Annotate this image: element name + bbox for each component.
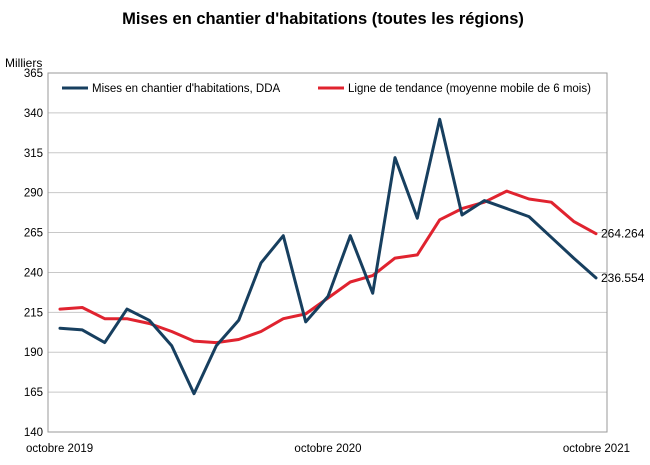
series-line-moving-average (58, 189, 598, 345)
y-tick-label: 290 (24, 188, 43, 200)
y-tick-label: 190 (24, 347, 43, 359)
y-tick-label: 365 (24, 68, 43, 80)
y-tick-label: 215 (24, 307, 43, 319)
x-tick-label: octobre 2021 (563, 443, 630, 455)
series-line-housing-starts (58, 117, 598, 396)
end-value-label: 236.554 (601, 271, 645, 285)
plot-frame (47, 72, 608, 433)
legend: Mises en chantier d'habitations, DDA Lign… (62, 83, 591, 95)
y-tick-label: 340 (24, 108, 43, 120)
gridlines (48, 72, 607, 433)
chart-title: Mises en chantier d'habitations (toutes … (122, 10, 524, 28)
legend-label: Mises en chantier d'habitations, DDA (92, 83, 281, 95)
x-tick-label: octobre 2019 (26, 443, 93, 455)
x-tick-label: octobre 2020 (294, 443, 361, 455)
y-tick-label: 240 (24, 267, 43, 279)
y-tick-label: 315 (24, 148, 43, 160)
tick-labels: 140 165 190 215 240 265 290 315 340 365 octobre 20… (24, 68, 645, 455)
y-tick-label: 165 (24, 387, 43, 399)
end-value-label: 264.264 (601, 227, 645, 241)
axes (47, 72, 608, 433)
y-tick-label: 265 (24, 228, 43, 240)
legend-label: Ligne de tendance (moyenne mobile de 6 m… (348, 83, 591, 95)
series-lines (58, 117, 598, 396)
y-axis-label: Milliers (5, 56, 42, 70)
y-tick-label: 140 (24, 427, 43, 439)
